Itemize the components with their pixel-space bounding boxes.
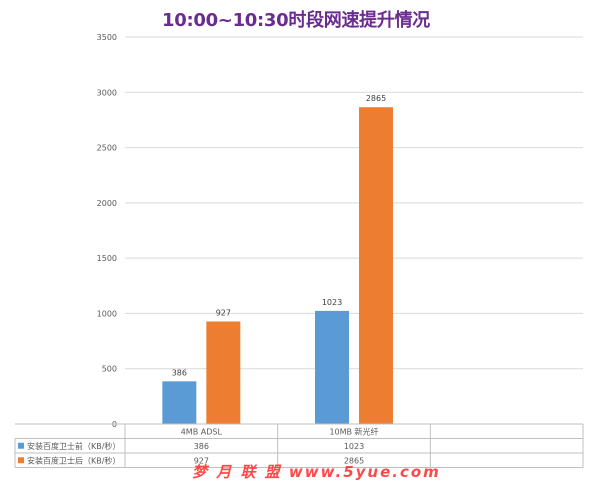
x-category-label: 10MB 新光纤 bbox=[329, 427, 378, 437]
data-label: 2865 bbox=[366, 94, 386, 103]
y-tick-label: 2000 bbox=[97, 199, 117, 208]
legend-swatch bbox=[18, 442, 24, 449]
watermark: 梦 月 联 盟 www.5yue.com bbox=[192, 463, 441, 481]
y-tick-label: 3000 bbox=[97, 88, 117, 97]
chart-title: 10:00~10:30时段网速提升情况 bbox=[162, 10, 430, 31]
legend-swatch bbox=[18, 457, 24, 464]
table-cell: 2865 bbox=[344, 457, 364, 466]
y-tick-label: 3500 bbox=[97, 33, 117, 42]
gridlines bbox=[125, 36, 583, 425]
y-axis: 0500100015002000250030003500 bbox=[97, 33, 117, 429]
y-tick-label: 500 bbox=[102, 365, 117, 374]
x-category-label: 4MB ADSL bbox=[181, 428, 223, 437]
y-tick-label: 1500 bbox=[97, 254, 117, 263]
bar bbox=[359, 107, 393, 424]
y-tick-label: 2500 bbox=[97, 144, 117, 153]
bars bbox=[162, 107, 393, 424]
bar bbox=[162, 381, 197, 424]
table-cell: 927 bbox=[194, 457, 209, 466]
table-cell: 1023 bbox=[344, 442, 364, 451]
legend-label: 安装百度卫士后（KB/秒） bbox=[27, 456, 120, 466]
y-tick-label: 1000 bbox=[97, 309, 117, 318]
data-label: 386 bbox=[172, 368, 187, 377]
legend-label: 安装百度卫士前（KB/秒） bbox=[27, 441, 120, 451]
data-labels: 386 927 1023 2865 bbox=[172, 94, 386, 377]
data-label: 927 bbox=[216, 309, 231, 318]
bar bbox=[315, 310, 349, 424]
table-cell: 386 bbox=[194, 442, 209, 451]
data-label: 1023 bbox=[322, 298, 342, 307]
bar bbox=[206, 321, 241, 424]
